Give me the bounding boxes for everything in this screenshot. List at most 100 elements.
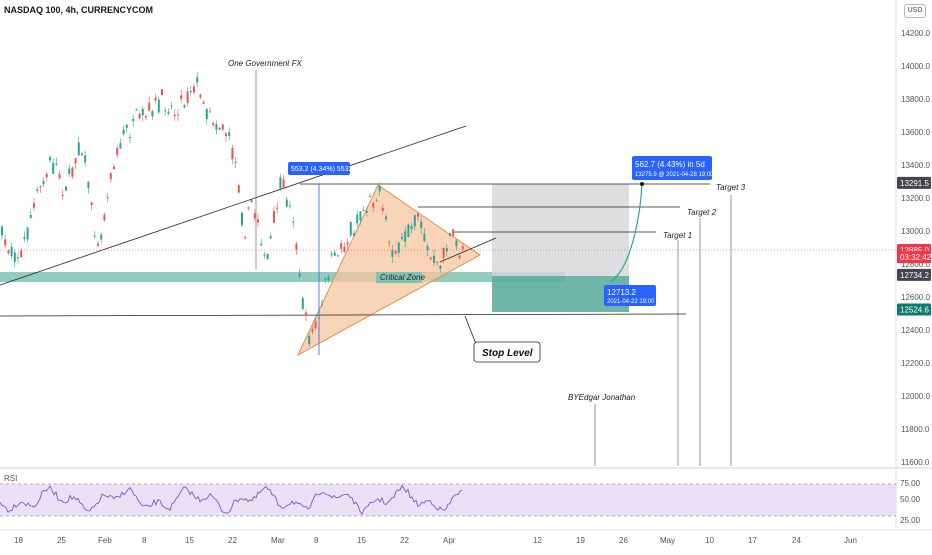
candle-body <box>404 231 407 242</box>
price-axis[interactable]: 14200.0 14000.0 13800.0 13600.0 13400.0 13200… <box>901 29 930 467</box>
time-label: 12 <box>533 536 542 545</box>
candle-body <box>298 273 301 277</box>
author-label: BYEdgar Jonathan <box>568 393 636 402</box>
price-tick: 12200.0 <box>901 359 930 368</box>
candle-body <box>81 153 83 156</box>
time-label: 10 <box>705 536 714 545</box>
candle-body <box>193 86 195 93</box>
candle-body <box>132 119 135 122</box>
candle-body <box>45 173 48 178</box>
time-label: Apr <box>443 536 456 545</box>
candle-body <box>161 89 163 96</box>
candle-body <box>90 202 93 206</box>
time-label: 15 <box>357 536 366 545</box>
rsi-tick-50: 50.00 <box>900 495 921 504</box>
candle-body <box>164 110 167 112</box>
candle-body <box>314 321 317 328</box>
candle-body <box>401 237 403 239</box>
candle-body <box>241 212 243 226</box>
price-tick: 13800.0 <box>901 95 930 104</box>
candle-body <box>311 328 314 332</box>
candle-body <box>378 185 381 192</box>
critical-zone-label: Critical Zone <box>380 273 425 282</box>
time-label: 15 <box>185 536 194 545</box>
candle-body <box>458 255 461 259</box>
candle-body <box>4 239 7 246</box>
candle-body <box>388 242 391 244</box>
candle-body <box>394 250 397 254</box>
candle-body <box>196 77 199 83</box>
candle-body <box>119 143 122 149</box>
candle-body <box>17 257 19 259</box>
forecast-tag-line1: 562.7 (4.43%) in 5d <box>635 160 705 169</box>
currency-button[interactable]: USD <box>904 4 926 18</box>
candle-body <box>106 196 109 198</box>
candle-body <box>433 255 435 263</box>
candle-body <box>413 215 416 227</box>
candle-body <box>58 174 61 179</box>
candle-body <box>97 243 99 246</box>
candle-body <box>199 94 202 98</box>
rsi-tick-75: 75.00 <box>900 479 921 488</box>
stop-level-box[interactable] <box>473 341 541 363</box>
triangle-pattern[interactable] <box>296 184 481 357</box>
target-3-label: Target 3 <box>716 183 746 192</box>
candle-body <box>417 213 419 217</box>
stop-level-pointer <box>464 315 477 345</box>
entry-tag-line2: 2021-04-22 19:00 <box>607 299 655 305</box>
candle-body <box>148 102 151 111</box>
candle-body <box>349 221 352 236</box>
candle-body <box>205 108 208 120</box>
candle-body <box>397 242 400 253</box>
candle-body <box>330 253 333 256</box>
target-zone-box <box>492 184 629 276</box>
candle-body <box>170 105 173 107</box>
stop-level-line[interactable] <box>0 313 687 317</box>
candle-body <box>36 189 39 191</box>
time-label: 22 <box>400 536 409 545</box>
candle-body <box>202 102 205 105</box>
candle-body <box>157 99 160 113</box>
candle-body <box>237 185 240 193</box>
triangle-measure-text: 553.2 (4.34%) 5532 <box>291 166 353 173</box>
candle-body <box>225 133 227 137</box>
candle-body <box>103 214 106 221</box>
candle-body <box>260 243 263 246</box>
candle-body <box>346 242 349 245</box>
time-label: Jun <box>844 536 857 545</box>
candle-body <box>317 317 320 319</box>
candle-body <box>324 278 327 281</box>
candle-body <box>305 312 307 316</box>
price-badge <box>897 251 931 264</box>
price-tick: 11800.0 <box>901 425 930 434</box>
candle-body <box>353 233 355 236</box>
candle-body <box>442 247 445 258</box>
trendline-support[interactable] <box>0 125 467 286</box>
candle-body <box>20 250 23 258</box>
candle-body <box>113 166 115 170</box>
time-axis[interactable]: 18 25 Feb 8 15 22 Mar 8 15 22 Apr 12 19 26 May 10 17 24 Ju… <box>14 536 857 545</box>
forecast-point <box>640 182 644 186</box>
candle-body <box>359 211 362 221</box>
time-label: 8 <box>314 536 319 545</box>
candle-body <box>295 243 298 250</box>
candle-body <box>461 246 464 249</box>
candle-body <box>221 124 224 130</box>
candle-body <box>186 91 189 103</box>
triangle-measure-tag[interactable] <box>288 162 350 175</box>
entry-tag[interactable] <box>604 285 656 306</box>
candle-body <box>343 246 346 252</box>
rsi-band <box>0 484 896 516</box>
candle-body <box>436 261 439 263</box>
candle-body <box>391 250 394 257</box>
time-label: Feb <box>98 536 112 545</box>
candle-body <box>65 186 67 191</box>
candle-body <box>282 179 285 188</box>
forecast-tag[interactable] <box>632 156 712 180</box>
candle-body <box>189 90 192 93</box>
forecast-curve <box>609 183 643 283</box>
price-badge-label: 03:32:42 <box>900 253 932 262</box>
candle-body <box>154 97 157 101</box>
